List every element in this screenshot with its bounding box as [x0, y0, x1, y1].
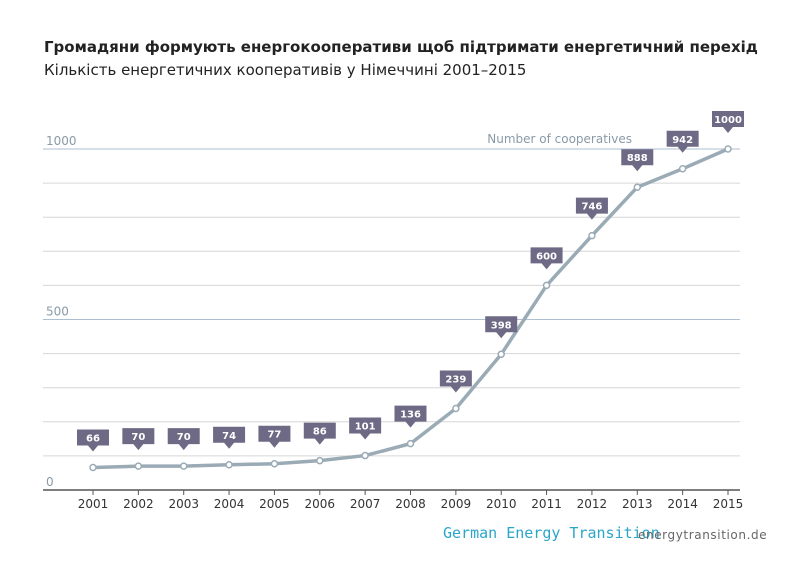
x-tick-label: 2003: [168, 497, 199, 511]
data-label-bubble: [575, 197, 608, 220]
data-label-bubble: [122, 428, 155, 451]
x-tick-label: 2001: [78, 497, 109, 511]
data-label: 136: [400, 410, 421, 421]
data-label-bubble: [621, 149, 654, 172]
data-label-bubble: [349, 417, 382, 440]
data-label: 70: [177, 432, 191, 443]
data-label-bubble: [303, 422, 336, 445]
data-label: 888: [627, 153, 648, 164]
data-label: 74: [222, 431, 236, 442]
data-point: [270, 459, 279, 468]
data-label: 600: [536, 251, 557, 262]
data-point: [497, 350, 505, 359]
x-tick-label: 2009: [441, 497, 472, 511]
data-label: 77: [267, 430, 281, 441]
data-point: [134, 462, 143, 470]
data-label-bubble: [213, 426, 246, 449]
data-point: [225, 461, 233, 469]
data-point: [89, 463, 97, 472]
series-label: Number of cooperatives: [487, 132, 632, 146]
data-point: [452, 404, 460, 413]
x-tick-label: 2010: [486, 497, 517, 511]
data-point: [678, 165, 687, 173]
data-label-bubble: [439, 370, 472, 393]
data-point: [633, 183, 642, 191]
x-tick-label: 2006: [305, 497, 336, 511]
chart-subtitle: Кількість енергетичних кооперативів у Ні…: [44, 61, 527, 79]
data-point: [588, 231, 596, 240]
data-label: 86: [313, 427, 327, 438]
data-label: 746: [581, 202, 602, 213]
y-tick-label: 500: [46, 305, 69, 319]
data-point: [179, 462, 188, 470]
x-tick-label: 2004: [214, 497, 245, 511]
chart-title: Громадяни формують енергокооперативи щоб…: [44, 38, 758, 56]
data-label-bubble: [530, 247, 563, 270]
y-tick-label: 0: [46, 475, 54, 489]
data-label: 101: [355, 422, 376, 433]
data-label-bubble: [77, 429, 109, 452]
x-tick-label: 2012: [577, 497, 608, 511]
x-tick-label: 2013: [622, 497, 653, 511]
data-point: [542, 281, 551, 290]
data-label: 239: [445, 375, 466, 386]
data-label-bubble: [167, 428, 200, 451]
data-label-bubble: [394, 405, 427, 428]
data-point: [361, 451, 369, 460]
data-label: 942: [672, 135, 693, 146]
data-label-bubble: [485, 316, 518, 339]
y-tick-label: 1000: [46, 134, 77, 148]
data-label: 66: [86, 433, 100, 444]
x-tick-label: 2008: [395, 497, 426, 511]
data-label-bubble: [666, 130, 699, 153]
x-tick-label: 2002: [123, 497, 154, 511]
data-label: 1000: [714, 115, 742, 126]
x-tick-label: 2005: [259, 497, 290, 511]
data-label-bubble: [258, 425, 291, 448]
site-url: energytransition.de: [638, 528, 768, 542]
x-tick-label: 2014: [667, 497, 698, 511]
data-point: [316, 456, 324, 465]
x-tick-label: 2007: [350, 497, 381, 511]
data-label: 398: [491, 320, 512, 331]
x-tick-label: 2011: [531, 497, 562, 511]
x-tick-label: 2015: [713, 497, 744, 511]
data-label: 70: [131, 432, 145, 443]
data-label-bubble: [712, 111, 744, 133]
brand-logo-text: German Energy Transition: [443, 524, 660, 542]
data-point: [724, 145, 732, 153]
data-point: [406, 439, 415, 448]
